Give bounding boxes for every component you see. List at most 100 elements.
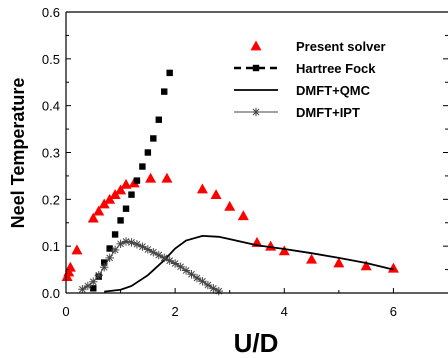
- series-present-solver: [61, 172, 399, 282]
- data-point: [115, 184, 127, 195]
- data-point: [143, 245, 153, 254]
- data-point: [106, 245, 113, 252]
- star-stroke: [139, 243, 146, 251]
- star-stroke: [171, 260, 179, 267]
- y-tick-label: 0.1: [42, 239, 60, 254]
- x-tick-label: 6: [390, 304, 397, 319]
- data-point: [198, 277, 207, 286]
- data-point: [120, 178, 132, 189]
- series-dmft-ipt: [78, 237, 223, 296]
- data-point: [105, 253, 114, 263]
- data-point: [265, 240, 277, 251]
- x-tick-label: 4: [281, 304, 288, 319]
- legend-label: DMFT+IPT: [296, 105, 360, 120]
- star-stroke: [78, 285, 86, 293]
- data-point: [192, 273, 202, 283]
- data-point: [93, 205, 105, 216]
- data-point: [210, 189, 222, 200]
- data-point: [360, 260, 372, 271]
- data-point: [161, 172, 173, 183]
- star-stroke: [177, 263, 184, 271]
- data-point: [133, 177, 141, 184]
- star-stroke: [133, 240, 141, 248]
- star-stroke: [89, 278, 97, 286]
- y-tick-label: 0.2: [42, 192, 60, 207]
- y-axis: 0.0 0.1 0.2 0.3 0.4 0.5 0.6: [42, 5, 448, 301]
- data-point: [101, 259, 108, 266]
- legend-label: DMFT+QMC: [296, 83, 371, 98]
- data-point: [214, 286, 223, 296]
- data-point: [121, 237, 131, 246]
- data-point: [71, 244, 83, 255]
- x-axis: 0 2 4 6: [62, 288, 448, 319]
- data-point: [117, 217, 124, 224]
- data-point: [181, 266, 191, 275]
- data-point: [166, 69, 173, 77]
- star-stroke: [166, 257, 174, 265]
- data-point: [122, 205, 130, 212]
- data-point: [145, 172, 157, 183]
- data-point: [109, 189, 121, 200]
- data-point: [196, 183, 208, 194]
- star-stroke: [100, 263, 108, 271]
- star-stroke: [84, 282, 92, 290]
- data-point: [333, 257, 345, 268]
- star-stroke: [95, 271, 103, 279]
- data-point: [89, 277, 98, 286]
- data-point: [237, 210, 249, 221]
- data-point: [306, 253, 318, 264]
- data-point: [111, 231, 119, 238]
- data-point: [154, 250, 163, 260]
- y-axis-title: Neel Temperature: [8, 78, 28, 229]
- star-stroke: [160, 254, 168, 262]
- x-tick-label: 2: [172, 304, 179, 319]
- data-point: [104, 193, 116, 204]
- legend-label: Hartree Fock: [296, 61, 376, 76]
- x-tick-label: 0: [62, 304, 69, 319]
- data-point: [94, 271, 103, 280]
- data-point: [144, 149, 152, 156]
- data-point: [98, 198, 110, 209]
- data-point: [150, 135, 157, 142]
- legend-marker: [252, 64, 260, 72]
- legend-label: Present solver: [296, 39, 386, 54]
- data-point: [387, 262, 399, 273]
- data-point: [110, 245, 120, 255]
- x-axis-title: U/D: [234, 328, 279, 358]
- series-dmft-qmc: [104, 234, 394, 293]
- star-stroke: [111, 246, 119, 254]
- data-point: [90, 285, 97, 292]
- data-point: [187, 270, 196, 279]
- star-stroke: [209, 284, 217, 292]
- data-point: [278, 245, 290, 256]
- star-stroke: [204, 281, 212, 289]
- star-stroke: [188, 270, 195, 278]
- star-stroke: [199, 277, 206, 285]
- star-stroke: [144, 246, 152, 253]
- data-point: [161, 88, 168, 95]
- data-point: [176, 262, 185, 271]
- legend-marker: [250, 40, 262, 51]
- y-tick-label: 0.0: [42, 286, 60, 301]
- star-stroke: [149, 248, 157, 256]
- data-point: [100, 263, 109, 272]
- y-tick-label: 0.6: [42, 5, 60, 20]
- data-point: [87, 212, 99, 223]
- data-point: [83, 281, 93, 291]
- star-stroke: [155, 251, 163, 259]
- plot-area: [61, 11, 448, 296]
- star-stroke: [122, 238, 130, 245]
- star-stroke: [193, 274, 201, 282]
- star-stroke: [106, 254, 114, 262]
- series-line: [104, 234, 394, 293]
- star-stroke: [252, 108, 260, 116]
- y-tick-label: 0.4: [42, 99, 60, 114]
- y-tick-label: 0.3: [42, 146, 60, 161]
- legend-marker: [251, 107, 261, 117]
- y-tick-label: 0.5: [42, 52, 60, 67]
- data-point: [224, 200, 236, 211]
- star-stroke: [128, 239, 135, 246]
- star-stroke: [182, 267, 190, 274]
- legend: Present solver Hartree Fock DMFT+QMC DMFT+I…: [234, 39, 386, 120]
